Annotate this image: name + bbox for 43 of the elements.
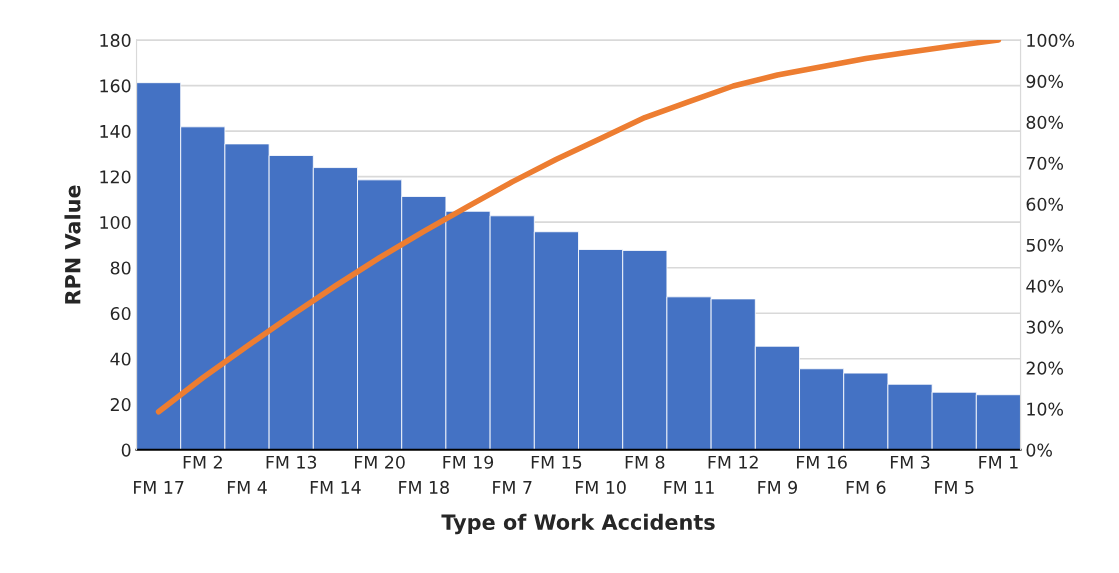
y-tick-label: 180 [100,33,131,47]
y-tick-label: 140 [100,124,131,138]
x-tick-label: FM 20 [355,455,405,469]
x-tick-label: FM 18 [399,480,449,494]
y2-tick-label: 100% [1027,33,1075,47]
y-tick-label: 40 [110,352,131,366]
y2-tick-label: 0% [1026,443,1052,457]
y2-tick-label: 20% [1026,361,1064,375]
y-tick-label: 80 [110,261,131,275]
y2-tick-label: 30% [1026,320,1064,334]
x-tick-label: FM 19 [443,455,494,469]
y-tick-label: 100 [100,215,131,230]
y2-tick-label: 10% [1027,402,1064,416]
y-tick-label: 120 [100,170,131,184]
y2-tick-label: 80% [1026,115,1064,129]
y-axis-title: RPN Value [64,185,81,304]
y2-tick-label: 60% [1026,197,1064,211]
x-tick-label: FM 17 [134,481,184,494]
y2-tick-label: 90% [1026,74,1064,88]
x-tick-label: FM 9 [758,480,797,494]
y2-tick-label: 40% [1026,279,1064,293]
y-tick-label: 0 [121,443,131,457]
x-tick-label: FM 15 [531,455,582,469]
x-tick-label: FM 3 [890,455,930,469]
x-tick-label: FM 6 [846,480,886,494]
x-tick-label: FM 16 [797,455,847,469]
y-tick-label: 20 [110,397,131,412]
x-tick-label: FM 12 [708,455,758,469]
x-axis-title: Type of Work Accidents [441,513,715,535]
x-tick-label: FM 1 [979,455,1018,469]
x-tick-label: FM 11 [664,481,714,494]
y2-tick-label: 50% [1026,238,1064,252]
x-tick-label: FM 14 [310,481,361,494]
x-tick-label: FM 2 [183,455,222,469]
x-tick-label: FM 7 [493,481,532,494]
x-tick-label: FM 4 [227,481,267,494]
y-tick-label: 60 [110,306,131,321]
y-tick-label: 160 [100,79,131,93]
x-tick-label: FM 10 [576,480,626,494]
x-tick-label: FM 5 [935,481,974,494]
x-tick-label: FM 13 [266,455,317,469]
x-tick-label: FM 8 [625,455,665,469]
y2-tick-label: 70% [1026,156,1064,170]
